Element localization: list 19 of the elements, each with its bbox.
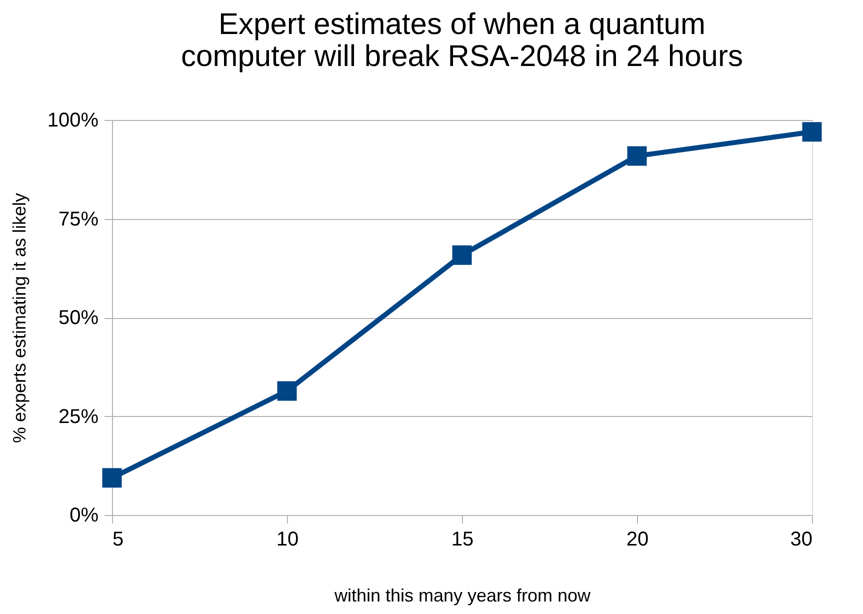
x-tick-label: 15 xyxy=(451,528,474,550)
point xyxy=(802,122,822,142)
point xyxy=(102,468,122,488)
x-tick-label: 30 xyxy=(790,528,812,550)
y-tick-label: 0% xyxy=(70,504,99,526)
text: Expert estimates of when a quantum xyxy=(218,8,706,41)
text: computer will break RSA-2048 in 24 hours xyxy=(181,40,743,73)
y-tick-label: 25% xyxy=(58,406,99,428)
x-tick-label: 20 xyxy=(626,528,649,550)
point xyxy=(452,245,472,265)
y-tick-label: 50% xyxy=(58,307,99,329)
x-axis-title: within this many years from now xyxy=(333,586,592,606)
y-axis-title: % experts estimating it as likely xyxy=(9,192,30,444)
point xyxy=(627,146,647,166)
point xyxy=(277,381,297,401)
x-tick-label: 5 xyxy=(112,528,124,550)
y-tick-label: 75% xyxy=(58,208,99,230)
y-tick-label: 100% xyxy=(47,110,99,132)
x-tick-label: 10 xyxy=(276,528,299,550)
